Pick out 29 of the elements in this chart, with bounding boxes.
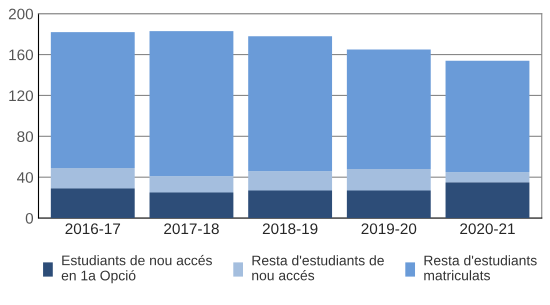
y-tick-label: 40 xyxy=(17,172,34,183)
y-tick-label: 120 xyxy=(9,90,34,102)
x-tick-label: 2016-17 xyxy=(66,223,120,234)
bar xyxy=(248,190,332,218)
bar xyxy=(150,176,234,193)
bar xyxy=(248,171,332,190)
y-tick-label: 80 xyxy=(17,131,34,142)
legend-label: Estudiants de nou accés en 1a Opció xyxy=(62,254,212,284)
bar xyxy=(446,182,530,218)
x-tick-label: 2020-21 xyxy=(460,223,515,234)
legend-label: Resta d'estudiants de nou accés xyxy=(252,255,384,280)
x-tick-label: 2018-19 xyxy=(262,223,318,234)
bar xyxy=(50,32,135,168)
bar xyxy=(446,60,530,172)
bar xyxy=(50,168,135,188)
y-tick-label: 200 xyxy=(8,8,34,20)
x-tick-label: 2017-18 xyxy=(164,223,219,234)
y-tick-label: 160 xyxy=(9,49,34,60)
bar xyxy=(150,31,234,176)
x-tick-label: 2019-20 xyxy=(362,223,416,234)
legend-label: Resta d'estudiants matriculats xyxy=(424,255,537,280)
y-tick-label: 0 xyxy=(26,212,34,224)
bar xyxy=(346,49,431,170)
bar xyxy=(446,172,530,182)
bar xyxy=(50,188,135,218)
bar xyxy=(346,190,431,218)
bar xyxy=(150,192,234,218)
bar xyxy=(346,169,431,190)
bar xyxy=(248,36,332,172)
